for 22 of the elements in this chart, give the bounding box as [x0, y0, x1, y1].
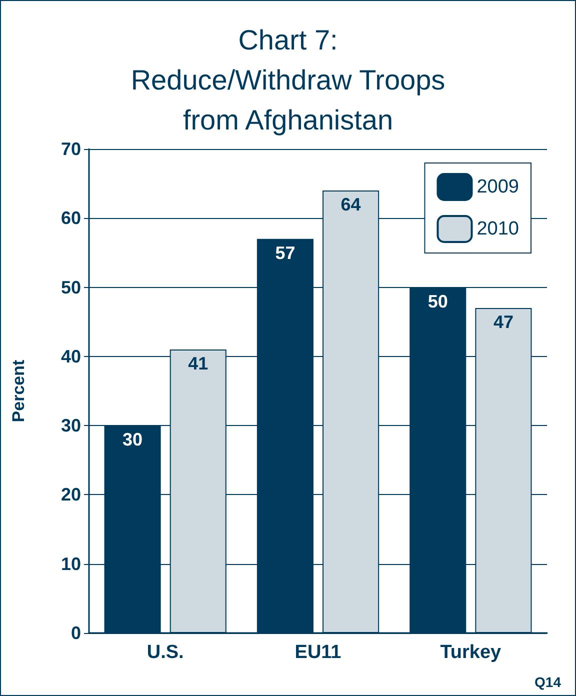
- y-tick-label: 40: [60, 346, 81, 366]
- legend-label: 2010: [476, 218, 520, 240]
- y-tick-label: 30: [60, 416, 81, 436]
- y-axis-title: Percent: [9, 359, 28, 422]
- data-label: 64: [340, 194, 361, 214]
- y-tick-label: 0: [70, 623, 81, 643]
- x-tick-label: EU11: [294, 642, 342, 663]
- data-label: 57: [275, 242, 296, 263]
- chart-title: Chart 7: Reduce/Withdraw Troops from Afghanistan: [130, 24, 446, 136]
- y-tick-label: 20: [60, 484, 81, 505]
- x-tick-label: Turkey: [440, 642, 502, 663]
- x-tick-label: U.S.: [146, 642, 184, 663]
- y-tick-label: 10: [60, 554, 81, 574]
- y-tick-label: 50: [60, 277, 81, 298]
- data-label: 50: [428, 291, 448, 312]
- y-tick-label: 70: [60, 139, 81, 159]
- legend-label: 2009: [476, 176, 520, 198]
- data-label: 30: [122, 430, 143, 450]
- data-label: 41: [188, 354, 208, 374]
- text: Q14: [534, 674, 562, 690]
- y-tick-label: 60: [60, 208, 81, 228]
- data-label: 47: [493, 312, 514, 332]
